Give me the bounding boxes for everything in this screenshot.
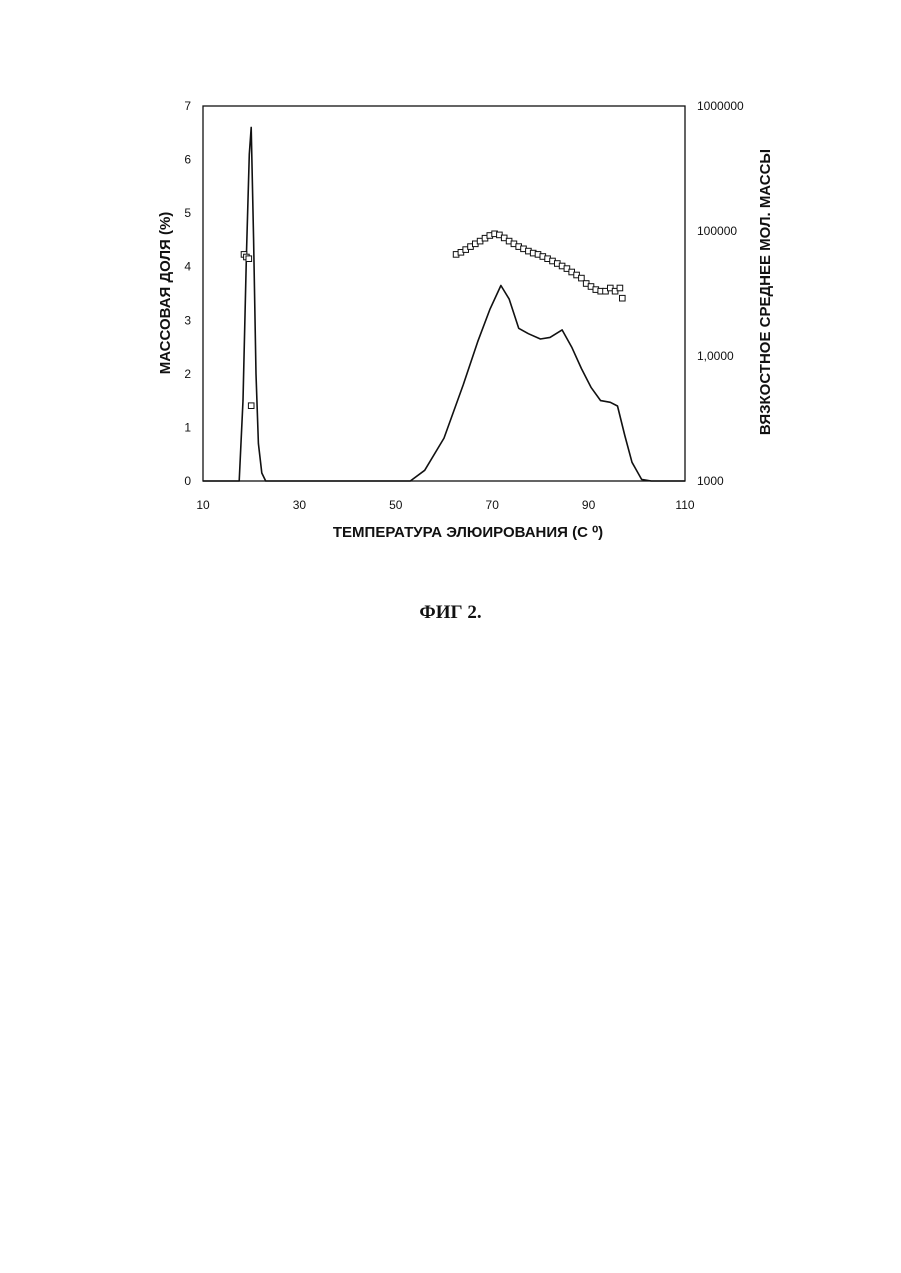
- y-axis-title: МАССОВАЯ ДОЛЯ (%): [157, 212, 174, 375]
- y-tick-label: 6: [184, 153, 191, 167]
- molar-mass-point: [617, 285, 623, 291]
- y-tick-label: 3: [184, 313, 191, 327]
- x-tick-label: 30: [293, 498, 307, 512]
- molar-mass-point: [579, 275, 585, 281]
- y2-tick-label: 100000: [697, 224, 737, 238]
- molar-mass-point: [248, 403, 254, 409]
- chart: 10 30 50 70 90 110 0 1 2 3 4 5 6 7 1000 …: [0, 0, 901, 700]
- y-tick-label: 0: [184, 474, 191, 488]
- y2-axis-ticks: 1000 1,0000 100000 1000000: [697, 99, 744, 488]
- y2-axis-title: ВЯЗКОСТНОЕ СРЕДНЕЕ МОЛ. МАССЫ: [757, 149, 774, 435]
- y2-tick-label: 1,0000: [697, 349, 734, 363]
- molar-mass-markers: [241, 231, 625, 409]
- y2-tick-label: 1000000: [697, 99, 744, 113]
- y-tick-label: 2: [184, 367, 191, 381]
- y2-tick-label: 1000: [697, 474, 724, 488]
- mass-fraction-line: [203, 127, 685, 481]
- y-tick-label: 7: [184, 99, 191, 113]
- y-tick-label: 1: [184, 420, 191, 434]
- x-tick-label: 10: [196, 498, 210, 512]
- x-axis-ticks: 10 30 50 70 90 110: [196, 498, 695, 512]
- y-tick-label: 4: [184, 260, 191, 274]
- x-tick-label: 110: [675, 498, 694, 512]
- y-tick-label: 5: [184, 206, 191, 220]
- x-tick-label: 70: [486, 498, 500, 512]
- x-axis-title: ТЕМПЕРАТУРА ЭЛЮИРОВАНИЯ (С ⁰): [333, 524, 603, 541]
- figure-caption: ФИГ 2.: [0, 602, 901, 624]
- x-tick-label: 90: [582, 498, 596, 512]
- molar-mass-point: [246, 256, 252, 262]
- x-tick-label: 50: [389, 498, 403, 512]
- molar-mass-point: [620, 295, 626, 301]
- y-axis-ticks: 0 1 2 3 4 5 6 7: [184, 99, 191, 488]
